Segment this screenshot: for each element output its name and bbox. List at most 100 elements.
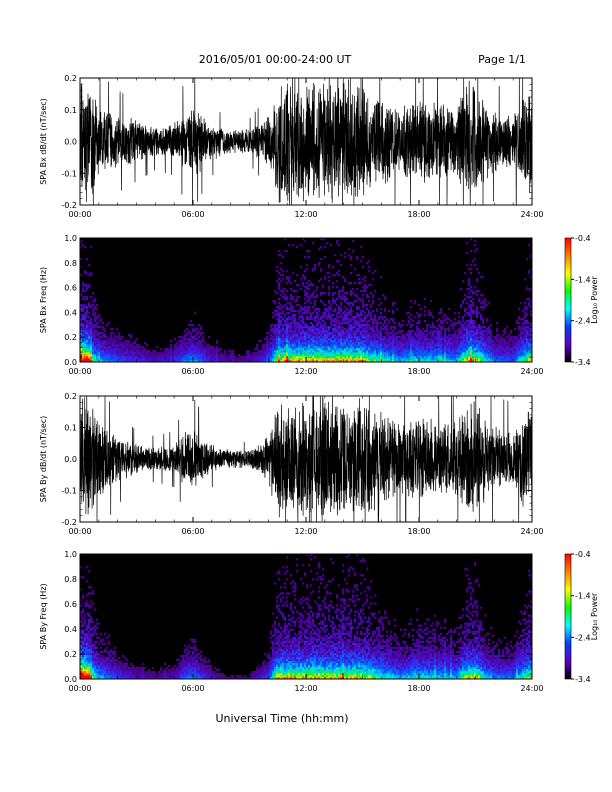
spectrogram-cell — [170, 350, 173, 353]
spectrogram-cell — [468, 296, 471, 299]
spectrogram-cell — [338, 328, 341, 331]
spectrogram-cell — [100, 360, 103, 363]
spectrogram-cell — [298, 344, 301, 347]
spectrogram-cell — [332, 360, 335, 363]
spectrogram-cell — [496, 346, 499, 349]
spectrogram-cell — [280, 294, 283, 297]
spectrogram-cells — [80, 238, 533, 363]
spectrogram-cell — [308, 356, 311, 359]
spectrogram-cell — [88, 654, 91, 658]
spectrogram-cell — [386, 330, 389, 333]
spectrogram-cell — [288, 326, 291, 329]
spectrogram-cell — [124, 342, 127, 345]
spectrogram-cell — [384, 356, 387, 359]
spectrogram-cell — [518, 334, 521, 337]
spectrogram-cell — [392, 302, 395, 305]
spectrogram-cell — [490, 336, 493, 339]
spectrogram-cell — [470, 310, 473, 313]
spectrogram-cell — [378, 332, 381, 335]
spectrogram-cell — [84, 642, 87, 646]
spectrogram-cell — [432, 322, 435, 325]
spectrogram-cell — [478, 350, 481, 353]
spectrogram-cell — [462, 328, 465, 331]
spectrogram-cell — [130, 344, 133, 347]
spectrogram-cell — [304, 322, 307, 325]
spectrogram-cell — [410, 348, 413, 351]
spectrogram-cell — [276, 340, 279, 343]
spectrogram-cell — [226, 358, 229, 361]
spectrogram-cell — [232, 354, 235, 357]
spectrogram-cell — [406, 334, 409, 337]
spectrogram-cell — [440, 322, 443, 325]
spectrogram-cell — [474, 264, 477, 267]
spectrogram-cell — [280, 308, 283, 311]
spectrogram-cell — [368, 266, 371, 269]
spectrogram-cell — [320, 342, 323, 345]
spectrogram-cell — [224, 354, 227, 357]
spectrogram-cell — [346, 356, 349, 359]
spectrogram-cell — [174, 358, 177, 361]
spectrogram-cell — [126, 360, 129, 363]
spectrogram-cell — [196, 332, 199, 335]
spectrogram-cell — [96, 354, 99, 357]
spectrogram-cell — [410, 300, 413, 303]
spectrogram-cell — [104, 342, 107, 345]
spectrogram-cell — [168, 348, 171, 351]
spectrogram-cell — [352, 310, 355, 313]
spectrogram-cell — [392, 344, 395, 347]
spectrogram-cell — [510, 344, 513, 347]
spectrogram-cell — [90, 676, 93, 680]
spectrogram-cell — [108, 652, 111, 656]
spectrogram-cell — [486, 330, 489, 333]
spectrogram-cell — [346, 314, 349, 317]
spectrogram-cell — [144, 348, 147, 351]
spectrogram-cell — [176, 360, 179, 363]
spectrogram-cell — [180, 356, 183, 359]
spectrogram-cell — [80, 666, 83, 670]
spectrogram-cell — [294, 318, 297, 321]
spectrogram-cell — [526, 330, 529, 333]
spectrogram-cell — [374, 320, 377, 323]
spectrogram-cell — [170, 352, 173, 355]
spectrogram-cell — [216, 350, 219, 353]
spectrogram-cell — [440, 328, 443, 331]
spectrogram-cell — [280, 356, 283, 359]
spectrogram-cell — [194, 344, 197, 347]
spectrogram-cell — [282, 256, 285, 259]
x-tick-label: 24:00 — [520, 367, 543, 376]
spectrogram-cell — [410, 338, 413, 341]
spectrogram-cell — [290, 358, 293, 361]
spectrogram-cell — [204, 356, 207, 359]
spectrogram-cell — [374, 322, 377, 325]
spectrogram-cell — [376, 344, 379, 347]
spectrogram-cell — [86, 326, 89, 329]
spectrogram-cell — [278, 326, 281, 329]
spectrogram-cell — [84, 662, 87, 666]
spectrogram-cell — [122, 344, 125, 347]
spectrogram-cell — [332, 334, 335, 337]
spectrogram-cell — [128, 348, 131, 351]
spectrogram-cell — [440, 346, 443, 349]
spectrogram-cell — [424, 330, 427, 333]
spectrogram-cell — [480, 338, 483, 341]
y-tick-label: 0.0 — [64, 358, 77, 367]
spectrogram-cell — [288, 324, 291, 327]
spectrogram-cell — [324, 352, 327, 355]
spectrogram-cell — [328, 336, 331, 339]
spectrogram-cell — [426, 356, 429, 359]
spectrogram-cell — [328, 312, 331, 315]
spectrogram-cell — [362, 256, 365, 259]
spectrogram-cell — [346, 322, 349, 325]
spectrogram-cell — [350, 340, 353, 343]
spectrogram-cell — [476, 310, 479, 313]
spectrogram-cell — [248, 356, 251, 359]
spectrogram-cell — [518, 356, 521, 359]
spectrogram-cell — [442, 320, 445, 323]
spectrogram-cell — [100, 354, 103, 357]
spectrogram-cell — [474, 250, 477, 253]
spectrogram-cell — [304, 276, 307, 279]
spectrogram-cell — [314, 358, 317, 361]
spectrogram-cell — [356, 328, 359, 331]
spectrogram-cell — [90, 338, 93, 341]
spectrogram-cell — [82, 632, 85, 635]
